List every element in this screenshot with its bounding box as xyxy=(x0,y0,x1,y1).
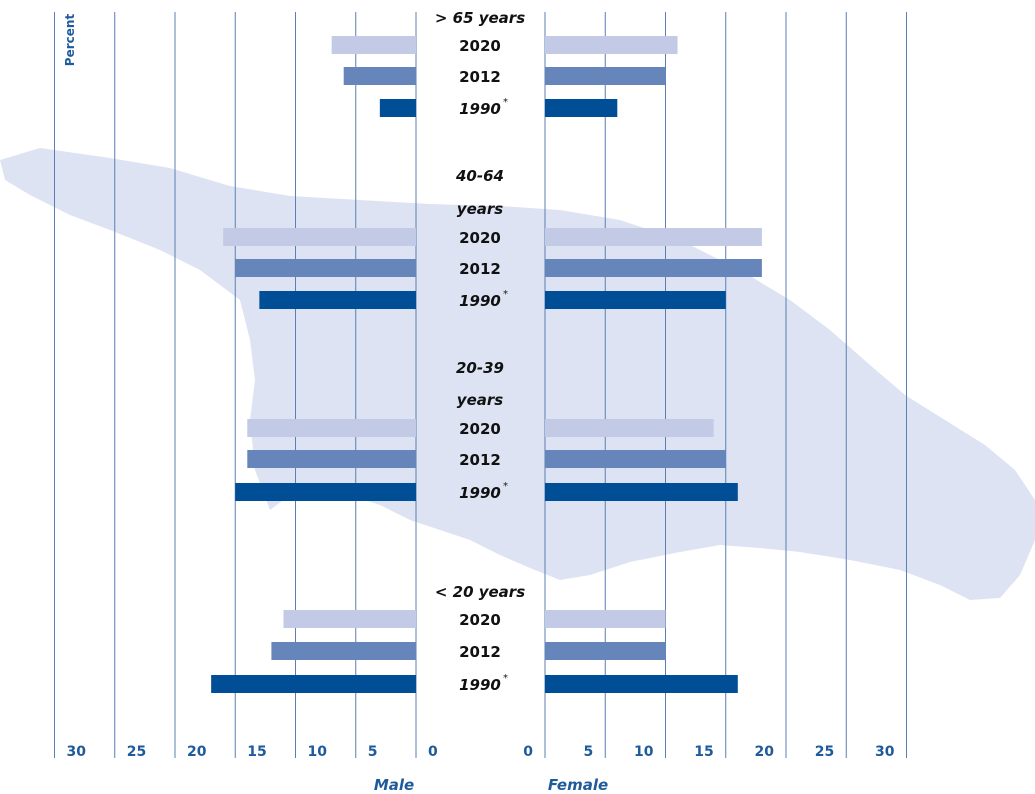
x-tick-label-female: 0 xyxy=(523,744,533,760)
year-label: 2020 xyxy=(459,611,501,629)
footnote-mark: * xyxy=(503,97,508,108)
bar-female-2012 xyxy=(545,67,666,85)
country-map-shape xyxy=(0,148,1035,600)
bar-male-2012 xyxy=(235,259,416,277)
x-tick-label-female: 25 xyxy=(815,744,834,760)
year-label: 2020 xyxy=(459,37,501,55)
bar-female-2020 xyxy=(545,36,678,54)
x-tick-label-male: 0 xyxy=(428,744,438,760)
year-label: 2020 xyxy=(459,229,501,247)
bar-male-1990 xyxy=(379,99,416,117)
bar-male-2020 xyxy=(331,36,416,54)
year-label: 1990 xyxy=(459,100,501,118)
bar-female-1990 xyxy=(545,483,738,501)
bar-female-2020 xyxy=(545,610,666,628)
bar-male-2020 xyxy=(283,610,416,628)
bar-male-2012 xyxy=(247,450,416,468)
year-label: 1990 xyxy=(459,292,501,310)
age-group-label: > 65 years xyxy=(435,9,525,27)
x-tick-label-male: 5 xyxy=(368,744,378,760)
footnote-mark: * xyxy=(503,289,508,300)
x-tick-label-female: 30 xyxy=(875,744,895,760)
x-tick-label-male: 30 xyxy=(67,744,87,760)
year-label: 2020 xyxy=(459,420,501,438)
year-label: 1990 xyxy=(459,484,501,502)
year-label: 2012 xyxy=(459,643,501,661)
year-label: 2012 xyxy=(459,68,501,86)
x-tick-label-male: 25 xyxy=(127,744,146,760)
bar-male-2020 xyxy=(247,419,416,437)
x-tick-label-female: 20 xyxy=(755,744,775,760)
bar-female-2020 xyxy=(545,419,714,437)
bar-male-1990 xyxy=(211,675,416,693)
footnote-mark: * xyxy=(503,481,508,492)
footnote-mark: * xyxy=(503,673,508,684)
year-label: 1990 xyxy=(459,676,501,694)
bar-female-2012 xyxy=(545,259,762,277)
age-group-label: years xyxy=(457,391,503,409)
age-group-label: years xyxy=(457,200,503,218)
x-tick-label-female: 5 xyxy=(584,744,594,760)
bar-female-1990 xyxy=(545,291,726,309)
x-tick-label-female: 15 xyxy=(694,744,713,760)
bar-male-2012 xyxy=(343,67,416,85)
bar-female-2012 xyxy=(545,642,666,660)
bar-male-1990 xyxy=(259,291,416,309)
x-axis-label-male: Male xyxy=(374,776,414,794)
bar-male-1990 xyxy=(235,483,416,501)
year-label: 2012 xyxy=(459,260,501,278)
bar-female-2020 xyxy=(545,228,762,246)
age-group-label: < 20 years xyxy=(435,583,525,601)
bar-female-1990 xyxy=(545,675,738,693)
x-tick-label-male: 15 xyxy=(247,744,266,760)
bar-female-2012 xyxy=(545,450,726,468)
bar-male-2012 xyxy=(271,642,416,660)
age-group-label: 40-64 xyxy=(455,167,504,185)
year-label: 2012 xyxy=(459,451,501,469)
bar-female-1990 xyxy=(545,99,618,117)
y-axis-label: Percent xyxy=(63,14,77,67)
x-tick-label-male: 10 xyxy=(308,744,328,760)
x-tick-label-female: 10 xyxy=(634,744,654,760)
x-axis-label-female: Female xyxy=(548,776,608,794)
age-group-label: 20-39 xyxy=(456,359,504,377)
x-tick-label-male: 20 xyxy=(187,744,207,760)
bar-male-2020 xyxy=(223,228,416,246)
